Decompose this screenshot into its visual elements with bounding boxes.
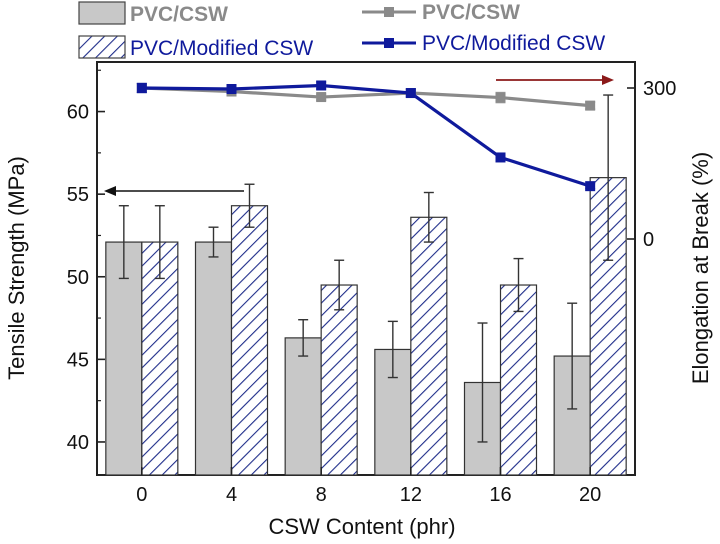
y-left-tick-label-50: 50 — [67, 267, 89, 289]
y-right-tick-label-300: 300 — [643, 78, 676, 100]
point-pvc-csw-16 — [495, 92, 506, 103]
bar-pvc-csw-8 — [284, 337, 322, 476]
point-pvc-modified-20 — [585, 181, 596, 192]
legend-label-bar-pvc-modified: PVC/Modified CSW — [130, 37, 313, 60]
bar-pvc-modified-16 — [499, 284, 538, 476]
y-right-tick-label-0: 0 — [643, 229, 654, 251]
bars-layer — [105, 177, 627, 476]
y-left-tick-label-60: 60 — [67, 102, 89, 124]
legend: PVC/CSW PVC/Modified CSW PVC/CSW PVC/Mod… — [78, 1, 605, 60]
bar-pvc-modified-4 — [230, 205, 269, 476]
legend-label-line-pvc-csw: PVC/CSW — [422, 1, 520, 24]
legend-label-bar-pvc-csw: PVC/CSW — [130, 3, 228, 26]
legend-label-line-pvc-modified: PVC/Modified CSW — [422, 32, 605, 55]
right-axis-arrow — [496, 75, 614, 85]
left-axis-arrow — [104, 186, 244, 196]
point-pvc-modified-4 — [226, 84, 237, 95]
point-pvc-modified-16 — [495, 152, 506, 163]
ticks-layer: 0 4 8 12 16 20 40 45 50 55 60 0 300 — [67, 69, 676, 506]
legend-swatch-bar-hatch — [78, 35, 126, 59]
lines-layer — [136, 80, 596, 192]
y-axis-right-title: Elongation at Break (%) — [688, 152, 713, 384]
point-pvc-modified-12 — [405, 88, 416, 99]
bar-pvc-modified-12 — [410, 216, 448, 476]
x-tick-label-0: 0 — [136, 484, 147, 506]
plot-frame — [96, 61, 636, 476]
legend-swatch-bar-gray — [78, 1, 126, 25]
bar-pvc-modified-8 — [320, 284, 358, 476]
x-tick-label-8: 8 — [316, 484, 327, 506]
y-left-tick-label-55: 55 — [67, 184, 89, 206]
line-pvc-modified — [141, 83, 591, 188]
bar-pvc-modified-0 — [141, 241, 179, 476]
x-tick-label-4: 4 — [226, 484, 237, 506]
y-left-tick-label-40: 40 — [67, 432, 89, 454]
legend-marker-line-gray — [384, 7, 394, 17]
bar-error-bars-layer — [118, 94, 614, 443]
point-pvc-modified-0 — [136, 83, 147, 93]
x-tick-label-12: 12 — [400, 484, 422, 506]
line-pvc-csw — [141, 86, 591, 108]
y-axis-left-title: Tensile Strength (MPa) — [4, 156, 29, 380]
bar-pvc-csw-4 — [194, 241, 233, 476]
point-pvc-modified-8 — [316, 80, 327, 91]
x-tick-label-16: 16 — [489, 484, 511, 506]
legend-marker-line-blue — [384, 38, 394, 48]
x-tick-label-20: 20 — [579, 484, 601, 506]
x-axis-title: CSW Content (phr) — [268, 514, 455, 539]
point-pvc-csw-8 — [316, 92, 327, 103]
point-pvc-csw-20 — [585, 100, 596, 111]
y-left-tick-label-45: 45 — [67, 349, 89, 371]
